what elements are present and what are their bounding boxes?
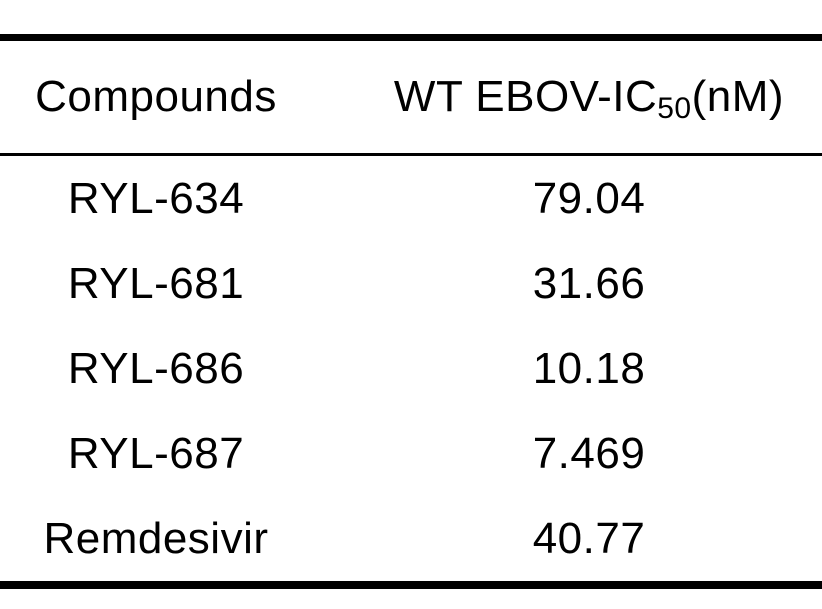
ic50-label-prefix: WT EBOV-IC <box>393 72 658 121</box>
table-body: RYL-634 79.04 RYL-681 31.66 RYL-686 10.1… <box>0 155 822 586</box>
table-figure: Compounds WT EBOV-IC50(nM) RYL-634 79.04… <box>0 34 822 589</box>
table-row: RYL-687 7.469 <box>0 411 822 496</box>
ic50-value-cell: 40.77 <box>532 513 646 563</box>
column-header-compounds: Compounds <box>0 37 312 156</box>
compound-name-cell: RYL-687 <box>67 428 245 478</box>
compound-name-cell: RYL-634 <box>67 173 245 223</box>
compound-ic50-table: Compounds WT EBOV-IC50(nM) RYL-634 79.04… <box>0 34 822 589</box>
table-row: RYL-634 79.04 <box>0 155 822 242</box>
table-row: RYL-681 31.66 <box>0 241 822 326</box>
column-header-ic50: WT EBOV-IC50(nM) <box>312 37 822 156</box>
compound-name-cell: Remdesivir <box>43 513 269 563</box>
header-row: Compounds WT EBOV-IC50(nM) <box>0 37 822 156</box>
ic50-value-cell: 79.04 <box>532 173 646 223</box>
compound-name-cell: RYL-681 <box>67 258 245 308</box>
ic50-value-cell: 10.18 <box>532 343 646 393</box>
ic50-value-cell: 31.66 <box>532 258 646 308</box>
ic50-value-cell: 7.469 <box>532 428 646 478</box>
ic50-label-subscript: 50 <box>657 91 692 125</box>
table-row: RYL-686 10.18 <box>0 326 822 411</box>
table-row: Remdesivir 40.77 <box>0 496 822 585</box>
compound-name-cell: RYL-686 <box>67 343 245 393</box>
ic50-label-suffix: (nM) <box>691 72 785 121</box>
